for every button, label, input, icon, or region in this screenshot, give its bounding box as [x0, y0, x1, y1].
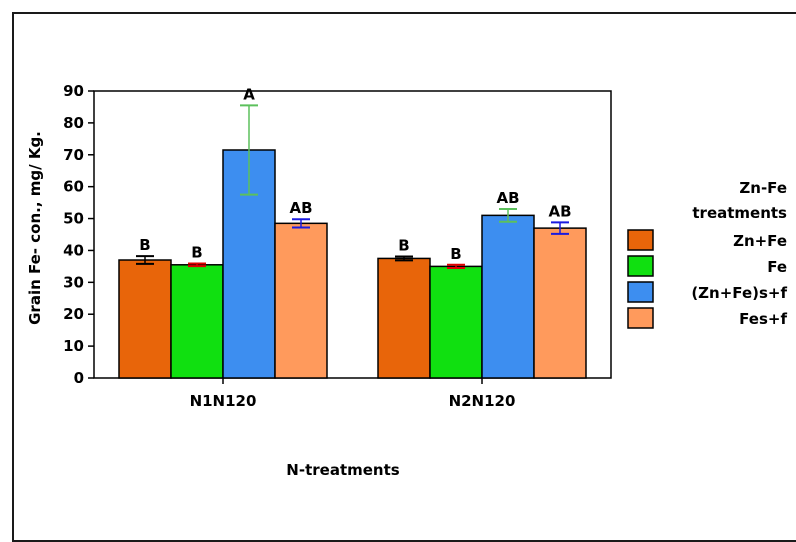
significance-label: B	[398, 237, 409, 255]
y-tick-label: 60	[63, 178, 84, 196]
legend-swatch	[627, 229, 654, 251]
legend: Zn-Fe treatments Zn+Fe Fe (Zn+Fe)s+f Fes+f	[627, 179, 787, 329]
significance-label: AB	[496, 189, 519, 207]
bar	[533, 227, 587, 379]
y-axis-title: Grain Fe- con., mg/ Kg.	[26, 131, 44, 325]
legend-label: Fes+f	[739, 310, 787, 328]
bar	[118, 259, 172, 379]
legend-label: Zn+Fe	[733, 232, 787, 250]
significance-label: B	[450, 245, 461, 263]
legend-swatch	[627, 255, 654, 277]
significance-label: A	[243, 85, 255, 103]
significance-label: B	[191, 244, 202, 262]
legend-title-line-1: Zn-Fe	[739, 179, 787, 197]
x-tick-label: N1N120	[190, 392, 257, 410]
y-tick-label: 40	[63, 241, 84, 259]
legend-swatch	[627, 307, 654, 329]
y-tick-label: 50	[63, 210, 84, 228]
legend-label: Fe	[767, 258, 787, 276]
x-axis-title: N-treatments	[286, 461, 399, 479]
significance-label: AB	[548, 202, 571, 220]
bar	[429, 265, 483, 379]
x-axis: N1N120 N2N120	[190, 378, 516, 410]
x-tick-label: N2N120	[449, 392, 516, 410]
y-axis: 0 10 20 30 40 50 60 70 80 90	[63, 82, 612, 387]
chart-svg: 0 10 20 30 40 50 60 70 80 90 B B B B A AB AB AB N1N120 N2…	[26, 82, 787, 479]
y-tick-label: 80	[63, 114, 84, 132]
significance-label: AB	[289, 199, 312, 217]
y-tick-label: 0	[74, 369, 84, 387]
bar	[377, 257, 431, 379]
bar	[170, 264, 224, 379]
y-tick-label: 70	[63, 146, 84, 164]
y-tick-label: 30	[63, 273, 84, 291]
plot-border	[93, 90, 612, 379]
bars-group: B B B B A AB AB AB	[118, 85, 587, 379]
bar	[481, 214, 535, 379]
legend-label: (Zn+Fe)s+f	[691, 284, 787, 302]
bar	[274, 222, 328, 379]
legend-swatch	[627, 281, 654, 303]
y-tick-label: 90	[63, 82, 84, 100]
legend-title-line-2: treatments	[692, 204, 787, 222]
significance-label: B	[139, 236, 150, 254]
y-tick-label: 10	[63, 337, 84, 355]
y-tick-label: 20	[63, 305, 84, 323]
